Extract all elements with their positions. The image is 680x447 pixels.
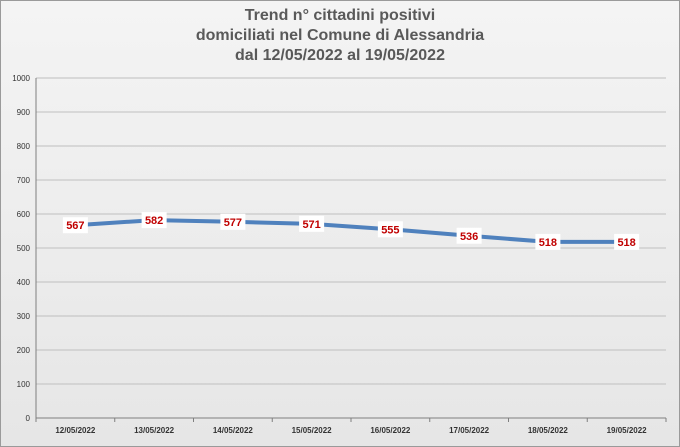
series-line <box>73 218 629 244</box>
data-label: 582 <box>145 215 163 227</box>
y-tick-label: 100 <box>17 380 31 389</box>
chart-title: Trend n° cittadini positivi domiciliati … <box>0 6 680 66</box>
y-tick-label: 700 <box>17 176 31 185</box>
y-tick-label: 200 <box>17 346 31 355</box>
x-category-label: 14/05/2022 <box>213 426 254 435</box>
data-label: 577 <box>224 217 242 229</box>
x-category-label: 13/05/2022 <box>134 426 175 435</box>
data-label-box <box>62 217 88 234</box>
data-label-box <box>299 215 325 232</box>
x-category-label: 17/05/2022 <box>449 426 490 435</box>
x-category-label: 12/05/2022 <box>55 426 96 435</box>
y-tick-label: 600 <box>17 210 31 219</box>
data-label-box <box>535 233 561 250</box>
data-label-box <box>614 233 640 250</box>
y-tick-label: 400 <box>17 278 31 287</box>
y-tick-label: 300 <box>17 312 31 321</box>
data-label-box <box>377 221 403 238</box>
y-tick-label: 800 <box>17 142 31 151</box>
x-category-label: 15/05/2022 <box>292 426 333 435</box>
chart-title-line-3: dal 12/05/2022 al 19/05/2022 <box>235 47 445 64</box>
data-label: 571 <box>302 219 320 231</box>
data-label: 567 <box>66 220 84 232</box>
chart-title-line-1: Trend n° cittadini positivi <box>244 7 436 24</box>
y-tick-label: 1000 <box>12 74 30 83</box>
data-label: 518 <box>617 237 635 249</box>
x-category-label: 18/05/2022 <box>528 426 569 435</box>
y-tick-label: 0 <box>26 414 31 423</box>
data-label-box <box>220 213 246 230</box>
x-category-label: 16/05/2022 <box>370 426 411 435</box>
x-category-label: 19/05/2022 <box>607 426 648 435</box>
data-label: 536 <box>460 231 478 243</box>
data-label: 518 <box>539 237 557 249</box>
data-label: 555 <box>381 224 399 236</box>
y-tick-label: 500 <box>17 244 31 253</box>
data-label-box <box>456 227 482 244</box>
data-label-box <box>141 212 167 229</box>
chart-title-line-2: domiciliati nel Comune di Alessandria <box>195 27 485 44</box>
y-tick-label: 900 <box>17 108 31 117</box>
